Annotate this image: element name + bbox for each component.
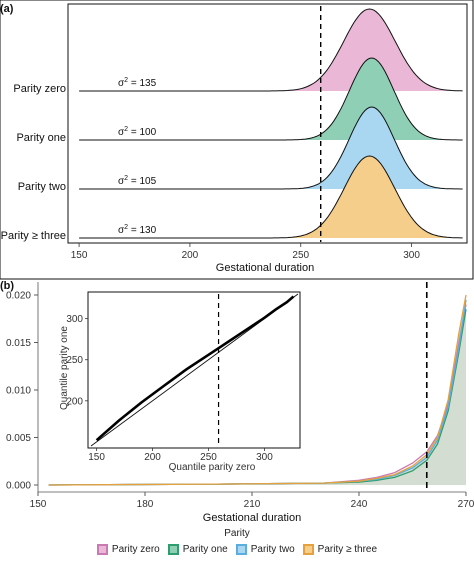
- b-y-tick-label: 0.015: [6, 338, 31, 349]
- a-x-tick-label: 250: [292, 250, 309, 261]
- density-fill-1: [245, 9, 463, 91]
- inset-x-tick-label: 250: [200, 452, 217, 463]
- legend-swatch: [96, 544, 108, 555]
- inset-x-tick-label: 150: [88, 452, 105, 463]
- variance-label-1: σ2 = 135: [118, 77, 157, 89]
- inset-x-axis-label: Quantile parity zero: [169, 462, 256, 473]
- qq-inset: 150 200 250 300 200 250 300: [66, 293, 299, 463]
- density-line-3: [79, 106, 463, 190]
- legend-item-3: Parity two: [235, 544, 295, 555]
- density-fill-4: [245, 156, 463, 238]
- panel-a-x-axis-label: Gestational duration: [216, 262, 314, 274]
- legend-items: Parity zero Parity one Parity two Parity ≥ …: [0, 544, 474, 555]
- b-x-tick-label: 210: [244, 499, 261, 510]
- density-line-4: [79, 155, 463, 239]
- inset-x-tick-label: 200: [144, 452, 161, 463]
- legend-label: Parity one: [182, 544, 228, 555]
- legend-label: Parity zero: [111, 544, 160, 555]
- b-x-tick-label: 150: [30, 499, 47, 510]
- legend-swatch: [235, 544, 247, 555]
- legend: Parity Parity zero Parity one Parity two Pa…: [0, 528, 474, 555]
- figure: (a) Parity zero σ2 = 135 Parity one σ2 = 10…: [0, 0, 474, 524]
- row-label-2: Parity one: [16, 132, 66, 144]
- panel-b-label: (b): [0, 280, 14, 292]
- row-label-1: Parity zero: [13, 83, 66, 95]
- inset-x-tick-label: 300: [256, 452, 273, 463]
- ridgeline-labels: Parity zero σ2 = 135 Parity one σ2 = 100 Par…: [1, 77, 157, 242]
- panel-b-ticks: 150 180 210 240 270 0.000 0.005 0.010 0.015 0.020: [6, 291, 474, 511]
- inset-y-tick-label: 200: [66, 396, 83, 407]
- b-y-tick-label: 0.020: [6, 291, 31, 302]
- b-x-tick-label: 180: [137, 499, 154, 510]
- legend-label: Parity two: [250, 544, 295, 555]
- qq-points: [95, 295, 295, 442]
- row-label-3: Parity two: [18, 181, 66, 193]
- legend-swatch: [167, 544, 179, 555]
- density-line-2: [79, 57, 463, 141]
- hazard-line-4: [48, 294, 467, 486]
- panel-a-plot-frame: [67, 3, 468, 244]
- hazard-area: [48, 295, 466, 485]
- legend-title: Parity: [224, 528, 250, 539]
- legend-label: Parity ≥ three: [317, 544, 378, 555]
- panel-b-x-axis-label: Gestational duration: [203, 512, 301, 524]
- b-x-tick-label: 240: [351, 499, 368, 510]
- a-x-tick-label: 300: [403, 250, 420, 261]
- legend-item-1: Parity zero: [96, 544, 160, 555]
- inset-y-axis-label: Quantile parity one: [59, 326, 70, 410]
- b-y-tick-label: 0.000: [6, 481, 31, 492]
- b-y-tick-label: 0.005: [6, 433, 31, 444]
- panel-a-label: (a): [0, 3, 14, 15]
- a-x-tick-label: 200: [182, 250, 199, 261]
- variance-label-2: σ2 = 100: [118, 126, 157, 138]
- inset-y-tick-label: 300: [66, 314, 83, 325]
- panel-a-border: [0, 0, 474, 280]
- legend-swatch: [302, 544, 314, 555]
- density-line-1: [79, 8, 463, 92]
- variance-label-4: σ2 = 130: [118, 224, 157, 236]
- density-fill-3: [245, 107, 463, 189]
- a-x-tick-label: 150: [71, 250, 88, 261]
- legend-item-4: Parity ≥ three: [302, 544, 378, 555]
- b-y-tick-label: 0.010: [6, 386, 31, 397]
- legend-item-2: Parity one: [167, 544, 228, 555]
- row-label-4: Parity ≥ three: [1, 230, 66, 242]
- b-x-tick-label: 270: [458, 499, 474, 510]
- inset-y-tick-label: 250: [66, 355, 83, 366]
- panel-a-x-ticks: 150 200 250 300: [71, 243, 420, 261]
- variance-label-3: σ2 = 105: [118, 175, 157, 187]
- ridgeline-densities: [79, 8, 463, 239]
- hazard-curves: [48, 294, 467, 486]
